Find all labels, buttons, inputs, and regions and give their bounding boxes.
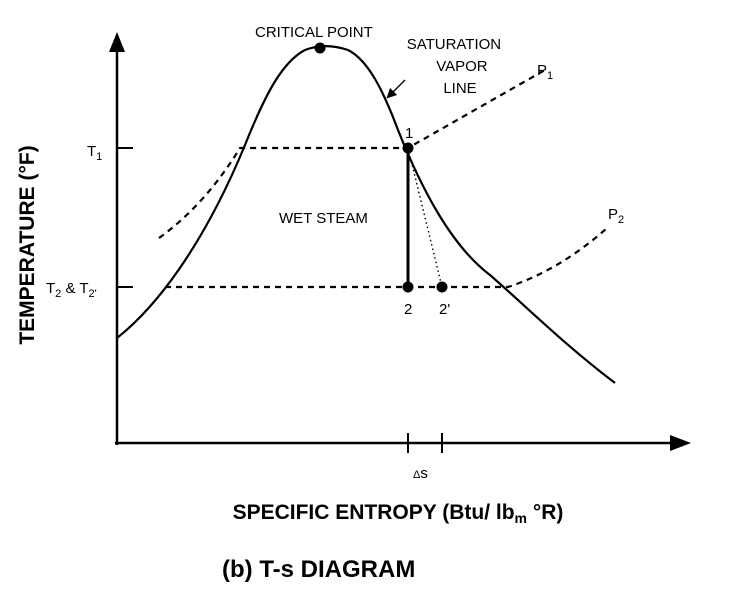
delta-s-label: Δs — [413, 465, 428, 482]
critical-point-label: CRITICAL POINT — [255, 24, 373, 41]
diagram-caption: (b) T-s DIAGRAM — [222, 556, 415, 583]
state-point-1 — [402, 142, 414, 154]
p1-label: P1 — [537, 62, 553, 82]
saturation-line-label: SATURATION VAPOR LINE — [407, 36, 506, 97]
y-axis — [109, 32, 125, 445]
saturation-line-pointer — [386, 79, 406, 99]
state-point-2prime — [436, 281, 448, 293]
state-label-2prime: 2' — [439, 301, 450, 318]
p2-label: P2 — [608, 206, 624, 226]
saturation-dome — [116, 45, 616, 384]
pressure-line-p1 — [158, 69, 546, 239]
critical-point-marker — [314, 42, 326, 54]
x-axis — [115, 435, 691, 451]
t1-label: T1 — [87, 143, 102, 163]
y-axis-title: TEMPERATURE (°F) — [16, 145, 39, 344]
actual-expansion-line — [407, 147, 443, 288]
state-point-2 — [402, 281, 414, 293]
pressure-line-p2 — [165, 227, 608, 289]
state-label-1: 1 — [405, 125, 413, 142]
t2-label: T2 & T2' — [46, 280, 97, 300]
x-axis-title: SPECIFIC ENTROPY (Btu/ lbm °R) — [233, 501, 564, 526]
wet-steam-label: WET STEAM — [279, 210, 368, 227]
state-label-2: 2 — [404, 301, 412, 318]
